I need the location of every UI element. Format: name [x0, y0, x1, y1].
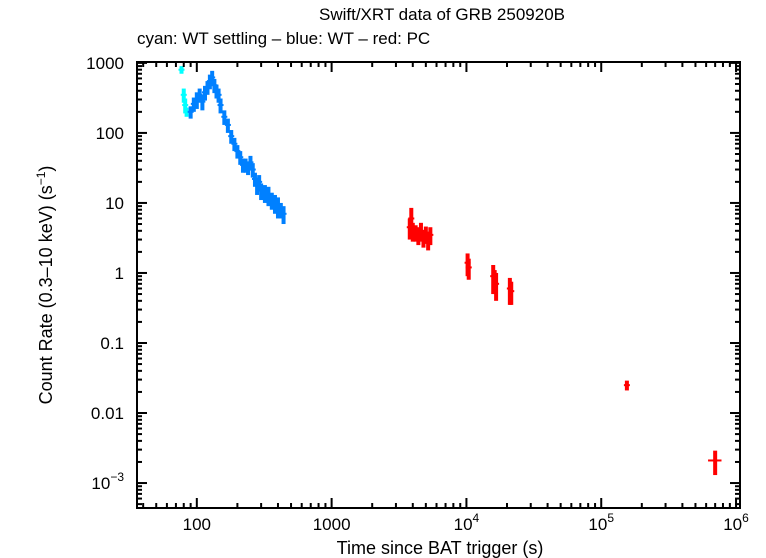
data-point: [247, 155, 254, 171]
x-tick-label: 100: [183, 515, 211, 534]
series-pc: [406, 207, 722, 476]
data-point: [231, 137, 238, 152]
data-point: [623, 380, 630, 391]
data-point: [209, 70, 216, 86]
data-point: [199, 94, 206, 111]
data-point: [508, 281, 515, 305]
series-wt: [187, 70, 287, 225]
chart-title: Swift/XRT data of GRB 250920B: [319, 5, 565, 24]
y-tick-label: 1000: [86, 54, 124, 73]
x-tick-label: 1000: [313, 515, 351, 534]
x-axis-label: Time since BAT trigger (s): [337, 538, 544, 558]
data-point: [217, 98, 224, 114]
y-tick-label: 0.1: [100, 334, 124, 353]
data-point: [493, 272, 500, 301]
data-point: [427, 227, 434, 246]
data-point: [465, 258, 472, 280]
data-point: [237, 151, 244, 165]
data-point: [280, 206, 287, 225]
y-axis-label: Count Rate (0.3–10 keV) (s−1): [34, 166, 56, 405]
y-tick-label: 1: [115, 264, 124, 283]
data-point: [221, 110, 228, 125]
y-tick-label: 10−3: [91, 470, 124, 493]
x-tick-label: 106: [723, 511, 749, 534]
x-tick-label: 105: [588, 511, 614, 534]
y-tick-label: 10: [105, 194, 124, 213]
data-point: [249, 163, 256, 178]
y-tick-label: 0.01: [91, 404, 124, 423]
data-point: [708, 450, 722, 476]
x-tick-label: 104: [454, 511, 480, 534]
chart-subtitle: cyan: WT settling – blue: WT – red: PC: [137, 29, 430, 48]
data-point: [228, 130, 235, 144]
series-wt-settling: [178, 66, 190, 117]
y-tick-label: 100: [96, 124, 124, 143]
plot-frame: [136, 61, 741, 509]
data-point: [178, 66, 185, 74]
data-point: [224, 118, 231, 133]
